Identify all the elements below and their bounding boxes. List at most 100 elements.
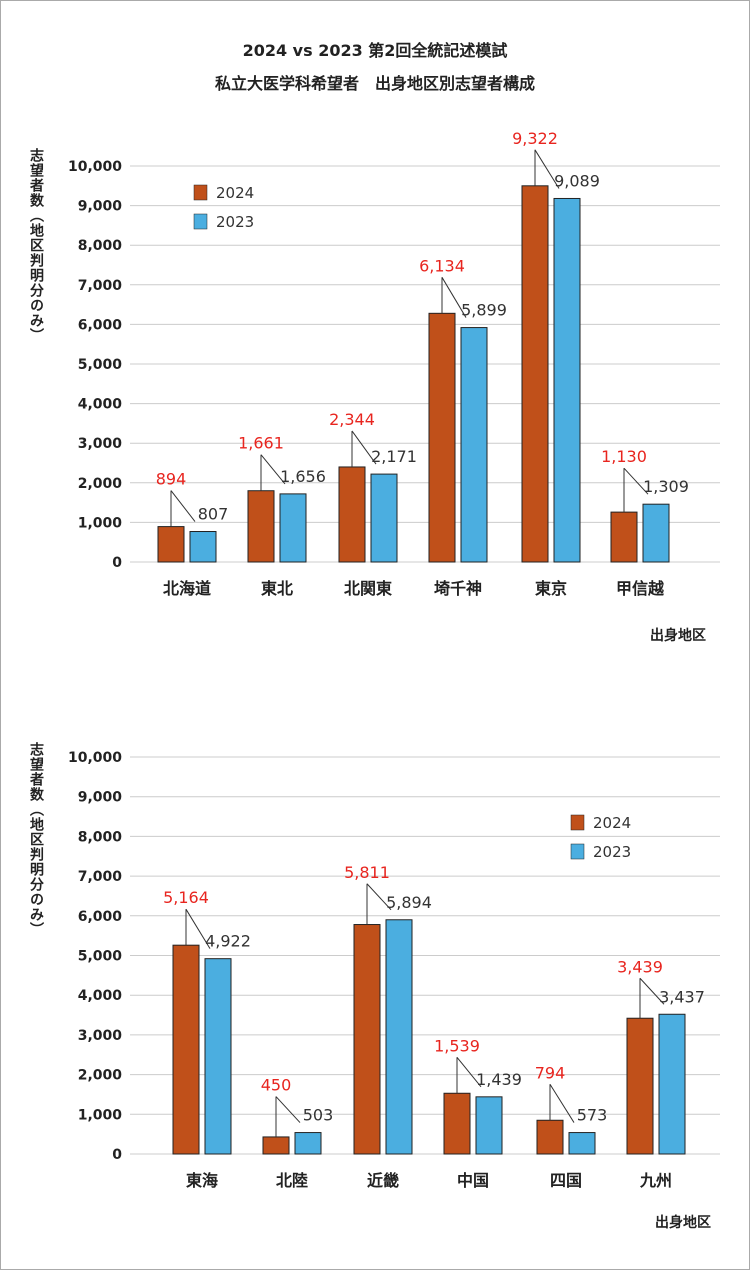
y-tick-label: 6,000 (78, 317, 123, 333)
category-label-九州: 九州 (639, 1171, 672, 1190)
bar-2024-九州 (626, 1017, 654, 1155)
leader-line-2023 (260, 454, 286, 485)
y-tick-label: 6,000 (78, 909, 123, 925)
bar-2024-四国 (536, 1119, 564, 1155)
bar-2023-北海道 (189, 531, 217, 563)
data-label-2024-埼千神: 6,134 (419, 256, 465, 275)
leader-line-2023 (549, 1083, 575, 1123)
y-axis-label-chart1: 志望者数（地区判明分のみ） (28, 148, 44, 343)
data-label-2023-甲信越: 1,309 (643, 477, 689, 496)
category-label-甲信越: 甲信越 (616, 579, 665, 598)
bar-2023-中国 (475, 1096, 503, 1155)
data-label-2023-北海道: 807 (198, 505, 229, 524)
category-label-四国: 四国 (550, 1171, 582, 1190)
data-label-2023-九州: 3,437 (659, 987, 705, 1006)
bar-2023-四国 (568, 1132, 596, 1155)
y-tick-label: 7,000 (78, 278, 123, 294)
chart-title-line1: 2024 vs 2023 第2回全統記述模試 (242, 41, 508, 60)
leader-line-2023 (441, 277, 467, 318)
data-label-2024-北陸: 450 (261, 1076, 292, 1095)
y-tick-label: 10,000 (68, 159, 122, 175)
bar-2024-東海 (172, 944, 200, 1155)
y-tick-label: 8,000 (78, 238, 123, 254)
leader-line-2023 (170, 490, 196, 522)
data-label-2024-四国: 794 (535, 1063, 566, 1082)
category-label-東海: 東海 (186, 1171, 218, 1190)
y-tick-label: 7,000 (78, 869, 123, 885)
data-label-2024-東北: 1,661 (238, 434, 284, 453)
y-tick-label: 9,000 (78, 790, 123, 806)
y-tick-label: 2,000 (78, 1068, 123, 1084)
data-label-2024-甲信越: 1,130 (601, 447, 647, 466)
y-tick-label: 5,000 (78, 357, 123, 373)
data-label-2023-近畿: 5,894 (386, 893, 432, 912)
category-label-埼千神: 埼千神 (434, 579, 482, 598)
y-tick-label: 1,000 (78, 1107, 123, 1123)
bar-2024-中国 (443, 1092, 471, 1155)
category-label-北海道: 北海道 (163, 579, 211, 598)
leader-line-2023 (185, 908, 211, 949)
bar-chart-east: 0 1,000 2,000 3,000 4,000 5,000 6,000 7,000 8,00… (68, 130, 720, 598)
bar-2024-東北 (247, 490, 275, 563)
x-axis-label-chart1: 出身地区 (650, 628, 706, 644)
leader-line-2023 (275, 1096, 301, 1123)
y-tick-label: 0 (112, 555, 122, 571)
legend-swatch-2024 (193, 184, 208, 201)
data-label-2024-東海: 5,164 (163, 888, 209, 907)
leader-line-2023 (456, 1056, 482, 1088)
category-label-北関東: 北関東 (344, 579, 392, 598)
leader-line-2023 (639, 977, 665, 1005)
data-label-2024-近畿: 5,811 (344, 863, 390, 882)
legend-swatch-2023 (570, 843, 585, 860)
data-label-2024-北海道: 894 (156, 470, 187, 489)
bar-2024-埼千神 (428, 312, 456, 563)
legend-swatch-2023 (193, 213, 208, 230)
bar-2023-東京 (553, 197, 581, 563)
bar-chart-west: 0 1,000 2,000 3,000 4,000 5,000 6,000 7,000 8,00… (68, 750, 720, 1190)
y-tick-label: 2,000 (78, 476, 123, 492)
leader-line-2023 (351, 430, 377, 465)
legend-label-2024: 2024 (216, 184, 254, 202)
y-tick-label: 4,000 (78, 988, 123, 1004)
bar-2023-北関東 (370, 473, 398, 563)
bar-2024-北陸 (262, 1136, 290, 1155)
data-label-2023-四国: 573 (577, 1106, 608, 1125)
y-tick-label: 10,000 (68, 750, 122, 766)
data-label-2024-中国: 1,539 (434, 1036, 480, 1055)
bar-2023-東北 (279, 493, 307, 563)
category-label-中国: 中国 (457, 1171, 489, 1190)
y-tick-label: 4,000 (78, 397, 123, 413)
y-tick-label: 8,000 (78, 829, 123, 845)
category-label-近畿: 近畿 (367, 1171, 399, 1190)
y-tick-label: 9,000 (78, 199, 123, 215)
data-label-2024-九州: 3,439 (617, 957, 663, 976)
data-label-2023-埼千神: 5,899 (461, 301, 507, 320)
y-tick-label: 5,000 (78, 949, 123, 965)
leader-line-2023 (534, 149, 560, 189)
data-label-2023-中国: 1,439 (476, 1070, 522, 1089)
x-axis-label-chart2: 出身地区 (655, 1215, 711, 1231)
y-tick-label: 3,000 (78, 1028, 123, 1044)
category-label-東京: 東京 (535, 579, 567, 598)
legend-swatch-2024 (570, 814, 585, 831)
data-label-2023-北陸: 503 (303, 1106, 334, 1125)
y-tick-label: 1,000 (78, 515, 123, 531)
y-axis-label-chart2: 志望者数（地区判明分のみ） (28, 742, 44, 937)
bar-2023-甲信越 (642, 503, 670, 563)
legend-label-2023: 2023 (216, 213, 254, 231)
bar-2024-東京 (521, 185, 549, 563)
data-label-2024-北関東: 2,344 (329, 410, 375, 429)
leader-line-2023 (623, 467, 649, 495)
bar-2024-甲信越 (610, 511, 638, 563)
data-label-2023-東北: 1,656 (280, 467, 326, 486)
category-label-北陸: 北陸 (276, 1171, 308, 1190)
leader-line-2023 (366, 883, 392, 911)
data-label-2023-東海: 4,922 (205, 932, 251, 951)
y-tick-label: 0 (112, 1147, 122, 1163)
chart-title-line2: 私立大医学科希望者 出身地区別志望者構成 (214, 74, 535, 93)
legend-label-2024: 2024 (593, 814, 631, 832)
bar-2023-近畿 (385, 919, 413, 1155)
y-tick-label: 3,000 (78, 436, 123, 452)
category-label-東北: 東北 (261, 579, 293, 598)
legend-label-2023: 2023 (593, 843, 631, 861)
